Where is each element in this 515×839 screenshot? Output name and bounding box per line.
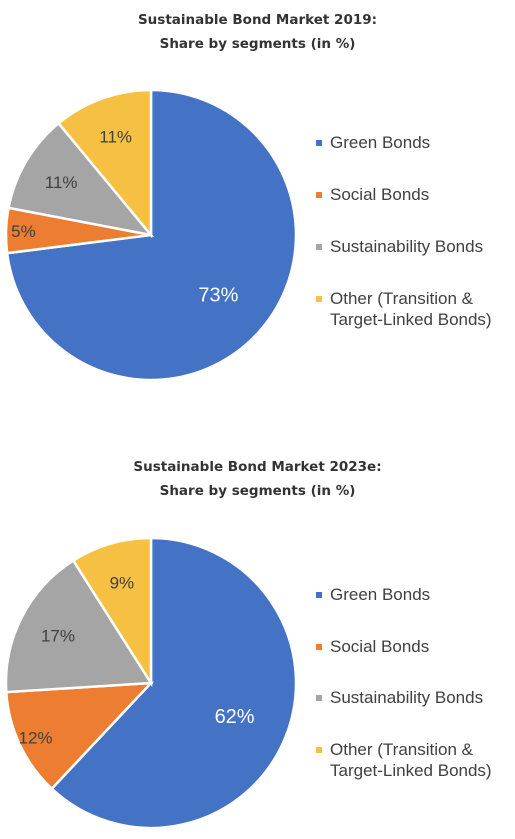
pie-slice-social <box>4 681 155 791</box>
data-label: 73% <box>198 284 238 306</box>
legend-swatch <box>316 644 322 650</box>
data-label: 12% <box>19 728 53 747</box>
pie-slice-other <box>56 88 153 239</box>
chart-title-line: Sustainable Bond Market 2023e: <box>133 459 382 475</box>
legend-swatch <box>316 747 322 753</box>
data-label: 9% <box>110 574 135 593</box>
legend-swatch <box>316 296 322 302</box>
chart-subtitle: Share by segments (in %) <box>159 483 356 499</box>
legend-swatch <box>316 592 322 598</box>
legend-label-line: Green Bonds <box>330 133 431 152</box>
chart-title-line: Sustainable Bond Market 2019: <box>137 12 378 28</box>
pie-slice-sustainability <box>4 558 154 694</box>
legend-label-line: Social Bonds <box>330 637 430 656</box>
pie-plot: 73% 5% 11% 11% <box>4 88 298 382</box>
legend-swatch <box>316 244 322 250</box>
data-label: 5% <box>11 222 36 241</box>
legend-swatch <box>316 192 322 198</box>
pie-slice-other <box>71 536 153 688</box>
legend-label: Social Bonds <box>330 184 429 205</box>
legend-swatch <box>316 695 322 701</box>
legend-label: Sustainability Bonds <box>330 236 483 257</box>
legend-label-line: Target-Linked Bonds) <box>330 761 492 780</box>
legend-label-line: Sustainability Bonds <box>330 237 484 256</box>
pie-slice-sustainability <box>7 121 155 237</box>
chart-title: Sustainable Bond Market 2023e: Share by … <box>0 455 515 503</box>
legend-label: Social Bonds <box>330 636 429 657</box>
pie-plot: 62% 12% 17% 9% <box>4 536 298 830</box>
data-label: 11% <box>45 173 78 192</box>
data-label: 17% <box>41 627 75 646</box>
legend-label: Sustainability Bonds <box>330 687 483 708</box>
legend-label-line: Social Bonds <box>330 185 430 204</box>
chart-subtitle: Share by segments (in %) <box>159 36 356 52</box>
legend-label-line: Green Bonds <box>330 585 431 604</box>
legend-label-line: Target-Linked Bonds) <box>330 310 492 329</box>
legend-label: Other (Transition & Target-Linked Bonds) <box>330 288 492 330</box>
legend-label-line: Other (Transition & <box>330 740 473 759</box>
legend-swatch <box>316 140 322 146</box>
legend-label: Other (Transition & Target-Linked Bonds) <box>330 739 492 781</box>
pie-chart-2019: Sustainable Bond Market 2019: Share by s… <box>0 0 515 400</box>
legend-label: Green Bonds <box>330 584 430 605</box>
data-label: 11% <box>99 128 132 147</box>
pie-slice-green <box>49 536 298 830</box>
legend-label: Green Bonds <box>330 132 430 153</box>
data-label: 62% <box>215 706 255 728</box>
chart-title: Sustainable Bond Market 2019: Share by s… <box>0 8 515 56</box>
legend-label-line: Sustainability Bonds <box>330 688 484 707</box>
legend-label-line: Other (Transition & <box>330 289 473 308</box>
